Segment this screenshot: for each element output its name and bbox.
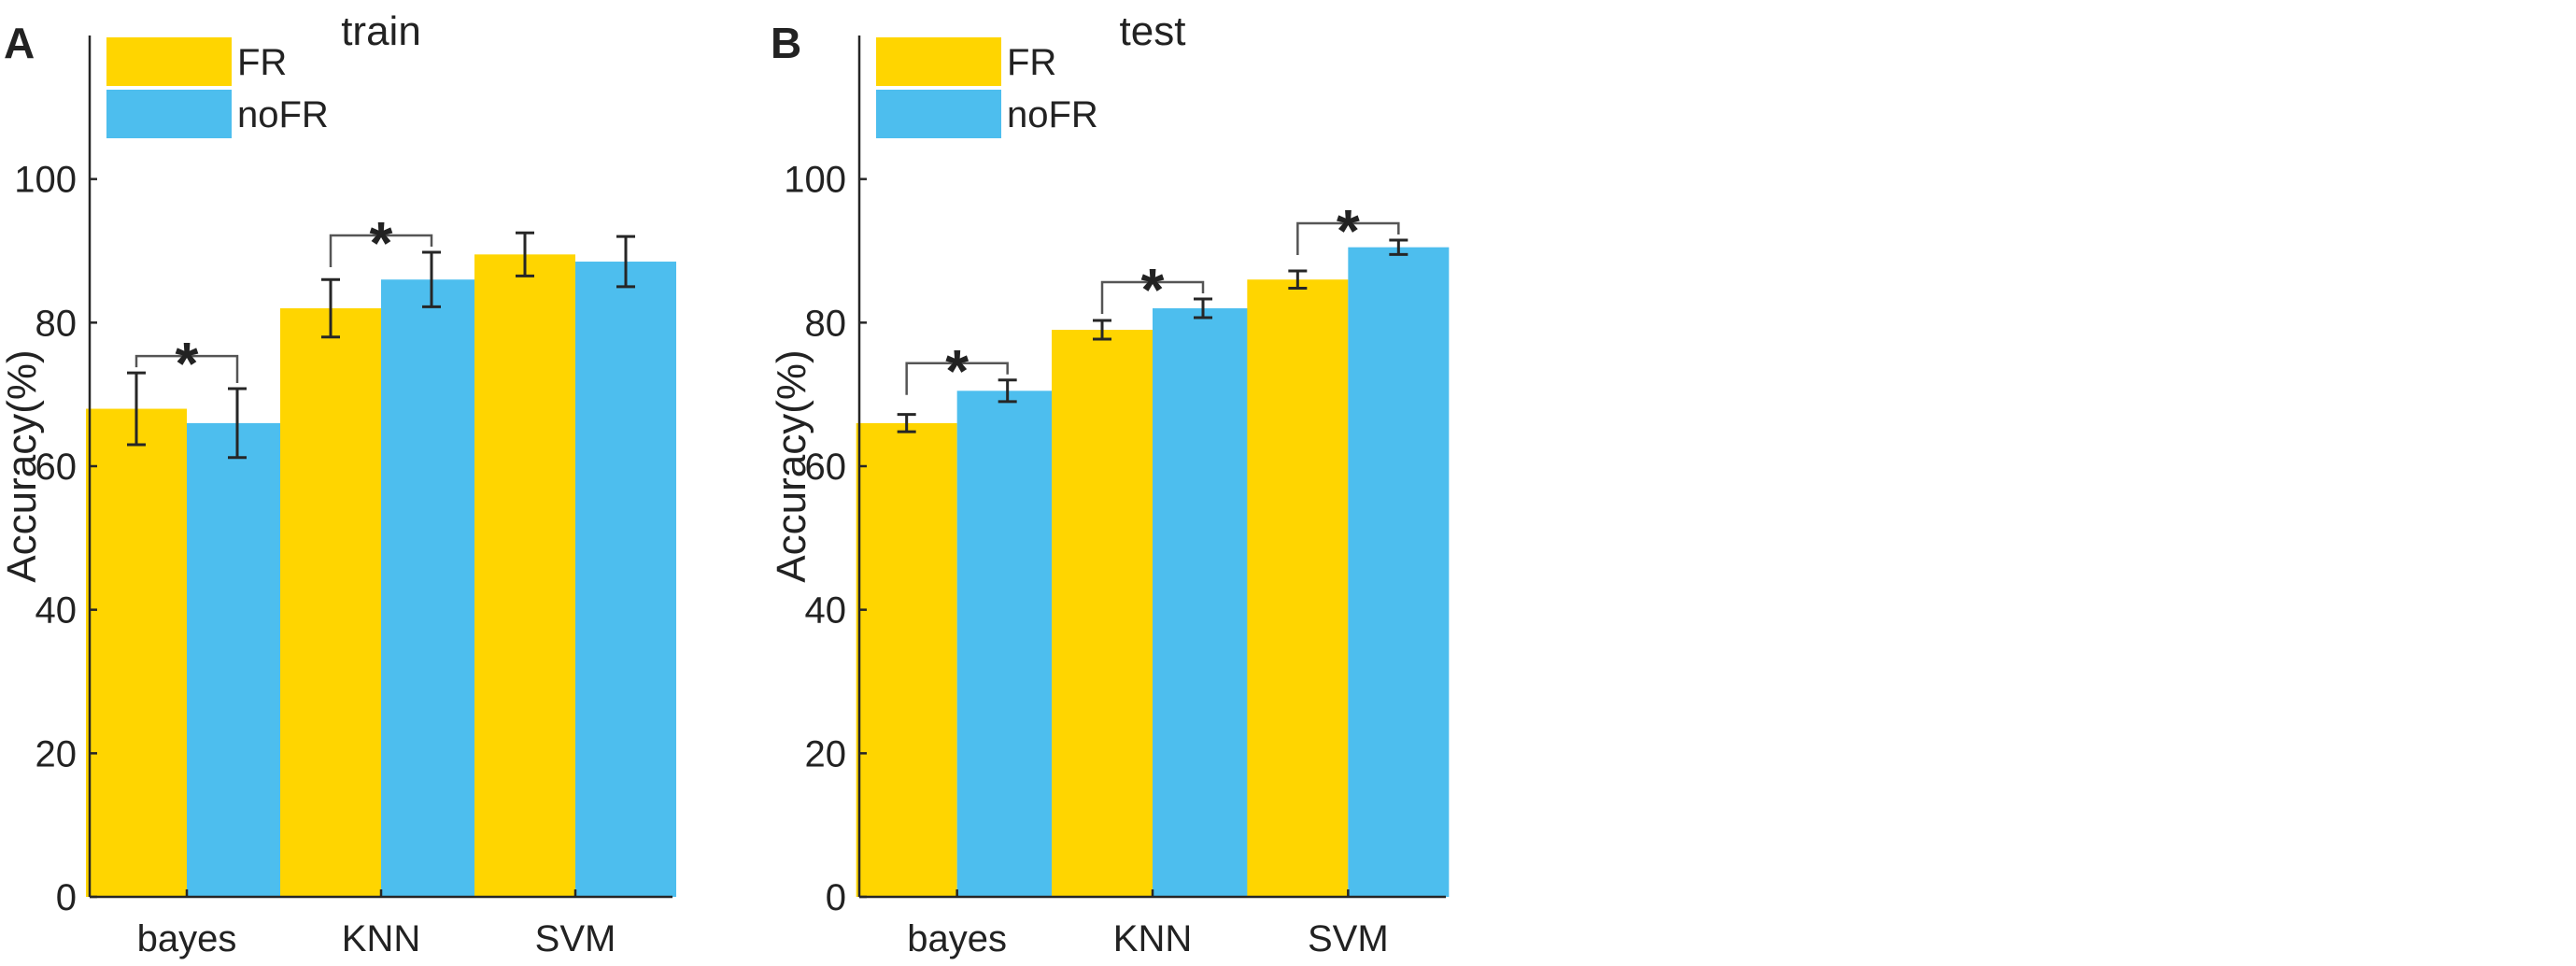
significance-star-bayes: * — [945, 337, 969, 405]
bar-fr-svm — [474, 254, 575, 897]
bar-nofr-knn — [1153, 307, 1253, 897]
error-bar-fr-bayes — [127, 371, 146, 447]
significance-bracket-knn — [1100, 280, 1205, 314]
significance-bracket-svm — [1296, 221, 1400, 255]
error-bar-nofr-svm — [616, 234, 635, 289]
error-bar-fr-svm — [516, 231, 534, 277]
bar-fr-knn — [1052, 330, 1153, 897]
y-tick-label: 0 — [826, 877, 846, 918]
error-bar-fr-knn — [321, 277, 340, 339]
y-tick-label: 60 — [805, 447, 847, 488]
x-tick-label-svm: SVM — [1308, 918, 1389, 959]
legend-swatch-nofr — [106, 90, 232, 138]
x-tick-label-knn: KNN — [342, 918, 420, 959]
legend-label-fr: FR — [1007, 42, 1056, 83]
legend-swatch-nofr — [876, 90, 1001, 138]
panel-letter: A — [4, 19, 35, 67]
y-tick-label: 0 — [56, 877, 77, 918]
bar-fr-svm — [1247, 279, 1349, 897]
error-bar-nofr-svm — [1389, 238, 1408, 256]
bar-nofr-knn — [381, 279, 482, 897]
bar-fr-knn — [280, 307, 381, 897]
bar-nofr-svm — [575, 262, 676, 897]
error-bar-nofr-bayes — [228, 387, 247, 460]
significance-bracket-bayes — [905, 362, 1009, 395]
legend-swatch-fr — [876, 37, 1001, 86]
significance-bracket-knn — [329, 234, 433, 268]
bar-fr-bayes — [86, 408, 187, 897]
x-tick-label-bayes: bayes — [907, 918, 1007, 959]
error-bar-nofr-knn — [422, 250, 441, 308]
x-tick-label-svm: SVM — [535, 918, 616, 959]
y-tick-label: 80 — [805, 303, 847, 344]
y-axis-label: Accuracy(%) — [769, 349, 814, 582]
y-tick-label: 100 — [784, 160, 846, 201]
y-tick-label: 60 — [35, 447, 78, 488]
chart-title: train — [341, 8, 421, 54]
y-tick-label: 80 — [35, 303, 78, 344]
bar-nofr-svm — [1348, 247, 1450, 897]
bar-nofr-bayes — [956, 391, 1058, 897]
error-bar-fr-knn — [1093, 319, 1111, 341]
bar-nofr-bayes — [187, 422, 288, 897]
significance-star-svm: * — [1337, 197, 1360, 264]
x-tick-label-bayes: bayes — [137, 918, 237, 959]
error-bar-fr-svm — [1288, 269, 1308, 290]
y-axis-label: Accuracy(%) — [0, 349, 45, 582]
y-tick-label: 20 — [805, 733, 847, 774]
error-bar-fr-bayes — [897, 413, 916, 433]
chart-title: test — [1120, 8, 1186, 54]
panel-letter: B — [771, 19, 801, 67]
error-bar-nofr-bayes — [998, 378, 1017, 404]
significance-bracket-bayes — [134, 354, 239, 384]
y-tick-label: 40 — [805, 590, 847, 632]
error-bar-nofr-knn — [1194, 297, 1212, 320]
y-tick-label: 20 — [35, 733, 78, 774]
significance-star-knn: * — [370, 209, 393, 277]
legend-label-nofr: noFR — [237, 94, 329, 135]
legend-swatch-fr — [106, 37, 232, 86]
legend-label-fr: FR — [237, 42, 287, 83]
x-tick-label-knn: KNN — [1113, 918, 1192, 959]
legend-label-nofr: noFR — [1007, 94, 1098, 135]
y-tick-label: 100 — [14, 160, 77, 201]
significance-star-bayes: * — [176, 330, 199, 397]
y-tick-label: 40 — [35, 590, 78, 632]
bar-fr-bayes — [856, 422, 957, 897]
significance-star-knn: * — [1141, 256, 1165, 323]
